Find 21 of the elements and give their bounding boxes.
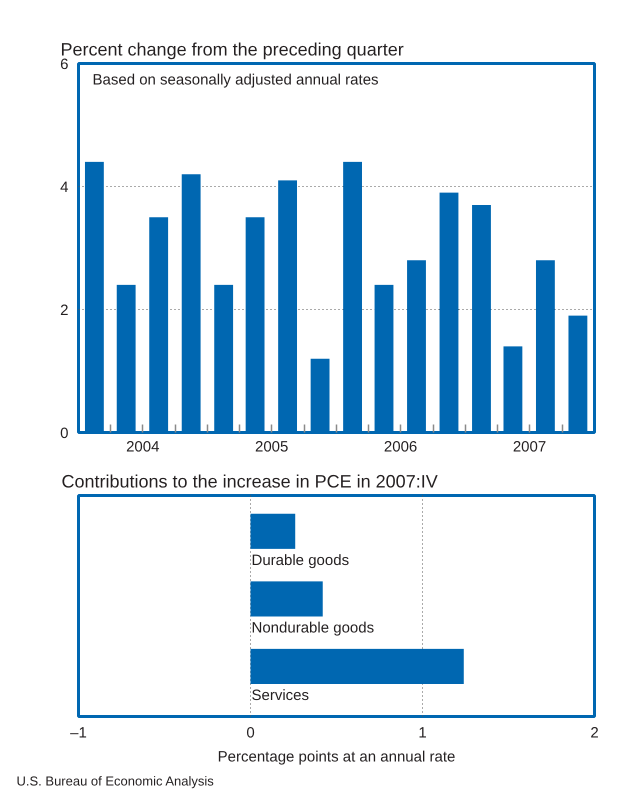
bar <box>250 514 296 549</box>
text: U.S. Bureau of Economic Analysis <box>16 774 214 788</box>
x-tick-label: 0 <box>246 724 255 742</box>
y-tick-label: 2 <box>60 302 68 319</box>
x-tick-label: 2006 <box>384 438 418 456</box>
y-tick-label: 4 <box>60 179 68 196</box>
category-label: Services <box>252 687 310 704</box>
category-label: Nondurable goods <box>252 619 374 636</box>
x-tick-label: 2004 <box>126 438 160 456</box>
x-tick-label: 1 <box>418 724 427 742</box>
bar <box>250 648 464 684</box>
x-tick-label: –1 <box>70 724 87 742</box>
annotation: Based on seasonally adjusted annual rates <box>92 72 379 88</box>
y-tick-label: 0 <box>60 425 68 442</box>
category-label: Durable goods <box>252 552 350 569</box>
chart-title: Contributions to the increase in PCE in 2007:IV <box>62 472 438 492</box>
x-tick-label: 2 <box>590 724 599 742</box>
x-axis-title: Percentage points at an annual rate <box>218 748 456 766</box>
bar <box>250 581 323 616</box>
x-tick-label: 2007 <box>512 438 546 456</box>
x-tick-label: 2005 <box>255 438 288 456</box>
